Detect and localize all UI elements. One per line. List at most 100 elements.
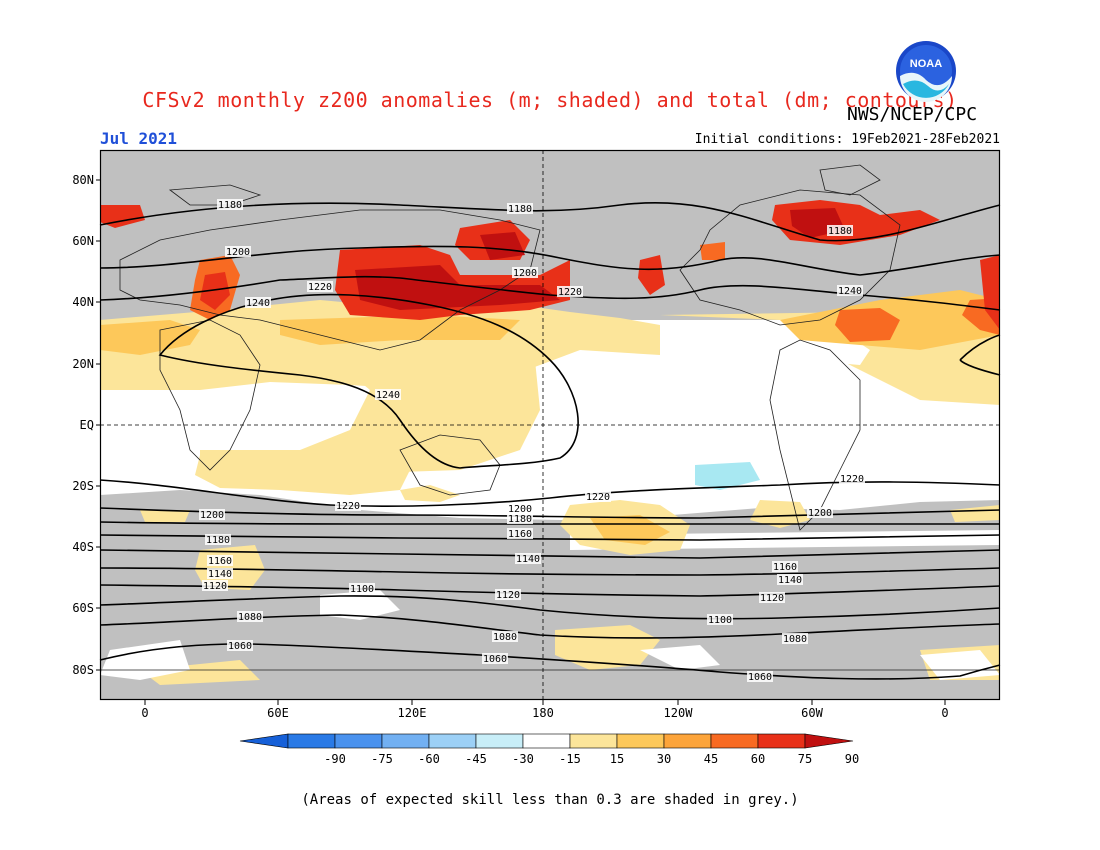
contour-label: 1200 <box>507 503 533 515</box>
svg-text:1100: 1100 <box>350 584 374 595</box>
initial-conditions: Initial conditions: 19Feb2021-28Feb2021 <box>694 132 1000 147</box>
contour-label: 1240 <box>245 297 271 309</box>
contour-label: 1200 <box>512 267 538 279</box>
colorbar-label: -60 <box>418 752 440 766</box>
svg-text:1120: 1120 <box>760 593 784 604</box>
contour-label: 1220 <box>307 281 333 293</box>
contour-label: 1100 <box>707 614 733 626</box>
contour-label: 1060 <box>482 653 508 665</box>
svg-text:1060: 1060 <box>228 641 252 652</box>
contour-label: 1060 <box>227 640 253 652</box>
svg-text:1180: 1180 <box>218 200 242 211</box>
svg-text:1240: 1240 <box>246 298 270 309</box>
forecast-month: Jul 2021 <box>100 129 178 148</box>
svg-text:1200: 1200 <box>200 510 224 521</box>
colorbar-swatch <box>522 733 571 749</box>
colorbar-swatch <box>710 733 759 749</box>
svg-text:1220: 1220 <box>586 492 610 503</box>
contour-label: 1160 <box>507 528 533 540</box>
contour-label: 1100 <box>349 583 375 595</box>
svg-text:1220: 1220 <box>336 501 360 512</box>
contour-label: 1200 <box>225 246 251 258</box>
longitude-label: 60E <box>267 706 289 720</box>
svg-text:1100: 1100 <box>708 615 732 626</box>
svg-text:1140: 1140 <box>516 554 540 565</box>
longitude-label: 0 <box>141 706 148 720</box>
svg-text:1200: 1200 <box>513 268 537 279</box>
svg-text:1200: 1200 <box>508 504 532 515</box>
colorbar-swatch <box>475 733 524 749</box>
svg-text:1180: 1180 <box>828 226 852 237</box>
latitude-label: 80N <box>72 173 94 187</box>
svg-text:1160: 1160 <box>508 529 532 540</box>
colorbar-label: -90 <box>324 752 346 766</box>
contour-label: 1220 <box>335 500 361 512</box>
contour-label: 1080 <box>782 633 808 645</box>
colorbar: -90 -75 -60 -45 -30 -15 15 30 45 60 75 90 <box>239 733 859 766</box>
svg-text:1080: 1080 <box>783 634 807 645</box>
colorbar-swatch <box>569 733 618 749</box>
svg-text:1160: 1160 <box>773 562 797 573</box>
svg-text:1200: 1200 <box>226 247 250 258</box>
svg-text:1200: 1200 <box>808 508 832 519</box>
contour-label: 1180 <box>827 225 853 237</box>
contour-label: 1180 <box>205 534 231 546</box>
svg-text:1180: 1180 <box>508 204 532 215</box>
colorbar-swatch <box>381 733 430 749</box>
contour-label: 1240 <box>837 285 863 297</box>
contour-label: 1200 <box>807 507 833 519</box>
contour-label: 1160 <box>207 555 233 567</box>
map-panel: 1060 1060 1060 1080 1080 1080 1100 1100 1120 1120… <box>72 149 1001 720</box>
latitude-label: 20S <box>72 479 94 493</box>
contour-label: 1180 <box>217 199 243 211</box>
contour-label: 1180 <box>507 513 533 525</box>
contour-label: 1200 <box>199 509 225 521</box>
latitude-label: 40S <box>72 540 94 554</box>
colorbar-label: -45 <box>465 752 487 766</box>
svg-text:1240: 1240 <box>838 286 862 297</box>
svg-text:1220: 1220 <box>308 282 332 293</box>
svg-text:1160: 1160 <box>208 556 232 567</box>
svg-text:1220: 1220 <box>840 474 864 485</box>
svg-text:1080: 1080 <box>493 632 517 643</box>
noaa-logo-icon: NOAA <box>896 41 956 102</box>
colorbar-label: 90 <box>845 752 859 766</box>
colorbar-label: 75 <box>798 752 812 766</box>
colorbar-label: 60 <box>751 752 765 766</box>
svg-text:1120: 1120 <box>496 590 520 601</box>
contour-label: 1180 <box>507 203 533 215</box>
latitude-label: 60N <box>72 234 94 248</box>
longitude-label: 0 <box>941 706 948 720</box>
latitude-label: 60S <box>72 601 94 615</box>
latitude-label: 20N <box>72 357 94 371</box>
svg-text:1180: 1180 <box>206 535 230 546</box>
colorbar-swatch <box>428 733 477 749</box>
colorbar-left-arrow <box>239 733 289 749</box>
svg-text:1080: 1080 <box>238 612 262 623</box>
longitude-label: 120W <box>664 706 694 720</box>
contour-label: 1140 <box>515 553 541 565</box>
svg-text:1120: 1120 <box>203 581 227 592</box>
latitude-label: 40N <box>72 295 94 309</box>
svg-text:1060: 1060 <box>483 654 507 665</box>
longitude-label: 180 <box>532 706 554 720</box>
colorbar-swatch <box>334 733 383 749</box>
colorbar-swatch <box>663 733 712 749</box>
colorbar-label: 30 <box>657 752 671 766</box>
contour-label: 1160 <box>772 561 798 573</box>
contour-label: 1060 <box>747 671 773 683</box>
colorbar-label: -15 <box>559 752 581 766</box>
anomaly-map: 1060 1060 1060 1080 1080 1080 1100 1100 1120 1120… <box>72 149 1001 720</box>
contour-label: 1120 <box>495 589 521 601</box>
contour-label: 1080 <box>237 611 263 623</box>
colorbar-right-arrow <box>804 733 854 749</box>
logo-text: NOAA <box>910 58 942 70</box>
svg-text:1060: 1060 <box>748 672 772 683</box>
skill-footnote: (Areas of expected skill less than 0.3 a… <box>301 792 799 808</box>
contour-label: 1140 <box>207 568 233 580</box>
colorbar-label: 15 <box>610 752 624 766</box>
colorbar-label: -30 <box>512 752 534 766</box>
svg-text:1140: 1140 <box>208 569 232 580</box>
contour-label: 1220 <box>557 286 583 298</box>
organization-label: NWS/NCEP/CPC <box>847 104 978 125</box>
